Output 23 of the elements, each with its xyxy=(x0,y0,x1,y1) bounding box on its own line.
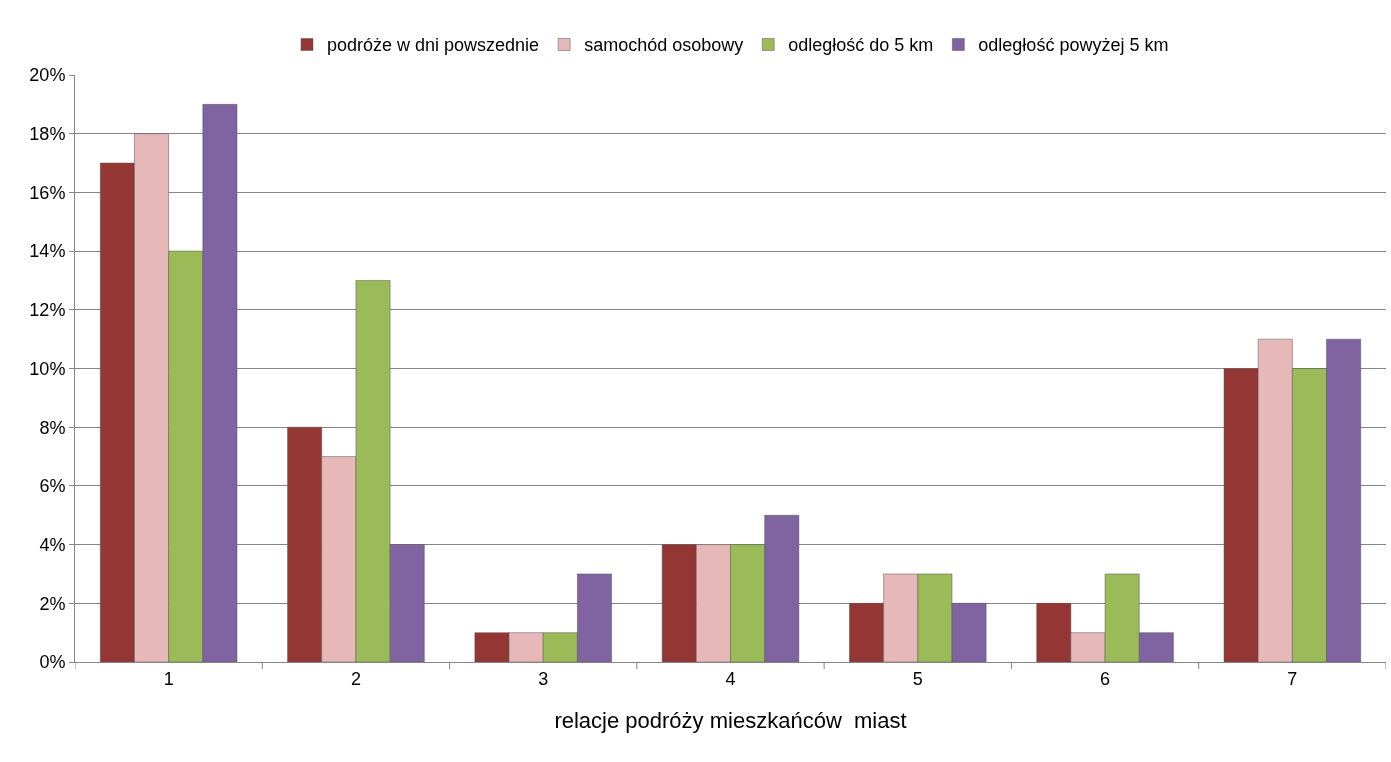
x-tick-label: 7 xyxy=(1287,668,1298,689)
y-tick-label: 2% xyxy=(39,593,66,614)
y-tick-label: 12% xyxy=(29,300,66,321)
y-tick-label: 0% xyxy=(39,652,66,673)
x-tick-label: 5 xyxy=(912,668,923,689)
x-axis-title: relacje podróży mieszkańców miast xyxy=(554,708,907,734)
y-tick-label: 16% xyxy=(29,182,66,203)
y-tick-label: 4% xyxy=(39,534,66,555)
x-tick-label: 6 xyxy=(1100,668,1111,689)
legend-label: odległość do 5 km xyxy=(788,35,934,56)
y-tick-label: 14% xyxy=(29,241,66,262)
y-tick-label: 8% xyxy=(39,417,66,438)
y-tick-label: 10% xyxy=(29,358,66,379)
legend-label: podróże w dni powszednie xyxy=(327,35,540,56)
y-tick-label: 6% xyxy=(39,476,66,497)
y-tick-label: 20% xyxy=(29,65,66,86)
x-tick-label: 3 xyxy=(538,668,549,689)
y-tick-label: 18% xyxy=(29,124,66,144)
legend-label: odległość powyżej 5 km xyxy=(978,35,1169,56)
x-tick-label: 1 xyxy=(163,668,174,689)
legend-label: samochód osobowy xyxy=(584,35,744,56)
x-tick-label: 2 xyxy=(350,668,361,689)
x-tick-label: 4 xyxy=(725,668,736,689)
